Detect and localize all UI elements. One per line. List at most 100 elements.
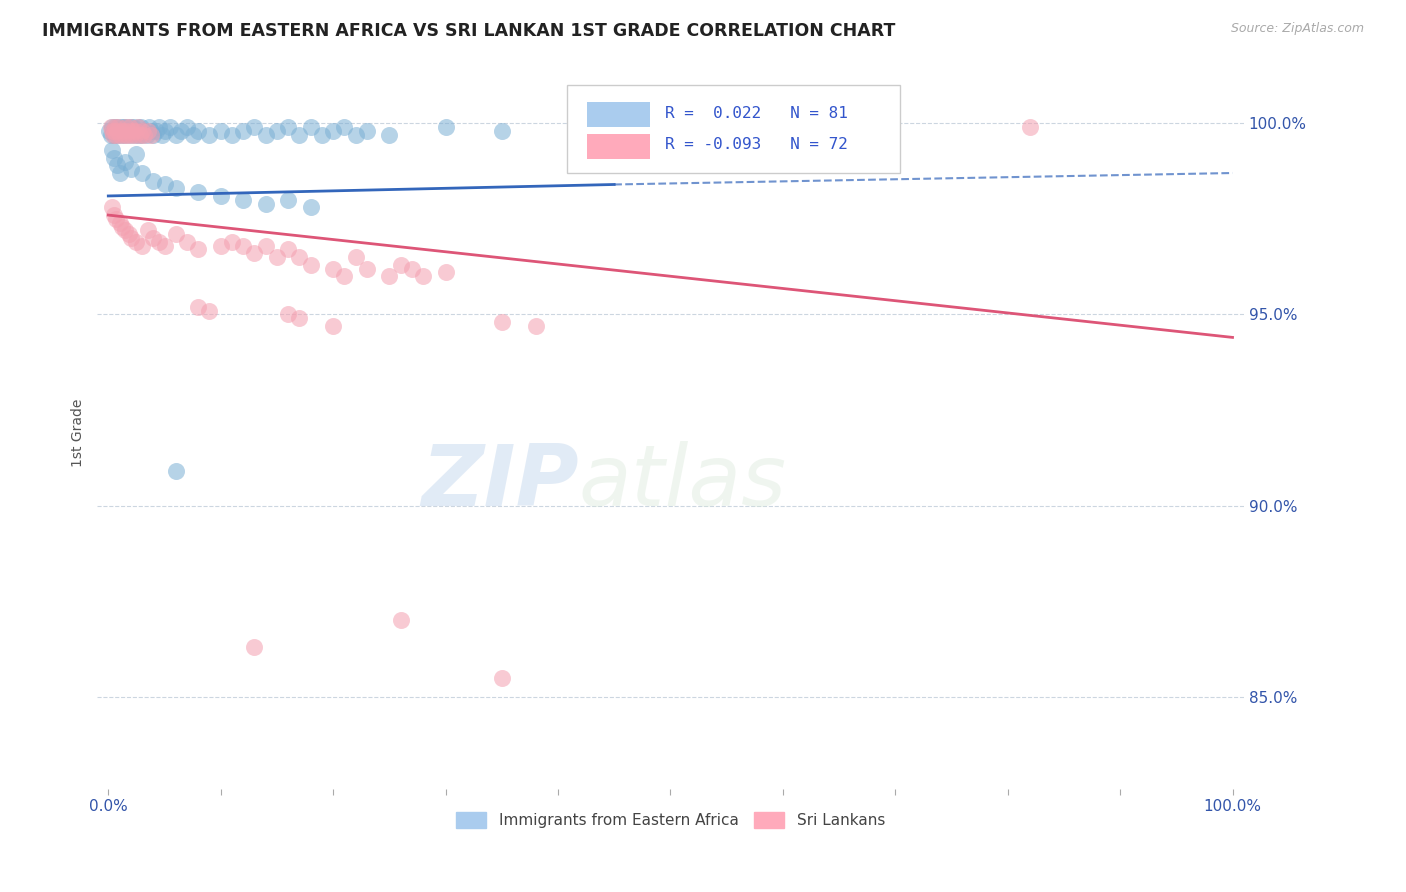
Point	[254, 238, 277, 252]
Point	[299, 120, 322, 135]
Text: R = -0.093   N = 72: R = -0.093 N = 72	[665, 137, 848, 153]
Point	[103, 208, 125, 222]
Point	[232, 124, 254, 138]
Point	[277, 193, 299, 207]
Point	[121, 124, 143, 138]
FancyBboxPatch shape	[567, 85, 900, 173]
Point	[277, 243, 299, 257]
Point	[111, 219, 134, 234]
Bar	[586, 135, 650, 159]
Point	[243, 120, 266, 135]
Point	[142, 128, 165, 142]
Text: ZIP: ZIP	[420, 442, 579, 524]
Point	[105, 128, 128, 142]
Point	[187, 243, 209, 257]
Point	[120, 231, 142, 245]
Point	[103, 128, 125, 142]
Point	[153, 178, 176, 192]
Point	[491, 124, 513, 138]
Point	[105, 124, 128, 138]
Point	[344, 250, 367, 264]
Point	[108, 124, 131, 138]
Point	[378, 269, 401, 284]
Point	[138, 120, 160, 135]
Point	[105, 128, 128, 142]
Point	[159, 120, 181, 135]
Point	[243, 640, 266, 654]
Point	[128, 128, 150, 142]
Point	[131, 166, 153, 180]
Point	[107, 120, 129, 135]
Point	[134, 124, 156, 138]
Point	[322, 261, 344, 276]
Point	[114, 154, 136, 169]
Point	[232, 193, 254, 207]
Point	[122, 124, 145, 138]
Point	[125, 147, 148, 161]
Point	[209, 238, 232, 252]
Point	[344, 128, 367, 142]
Point	[148, 235, 170, 249]
Point	[170, 124, 193, 138]
Point	[104, 120, 127, 135]
Point	[187, 124, 209, 138]
Point	[105, 158, 128, 172]
Point	[198, 303, 221, 318]
Point	[115, 124, 138, 138]
Point	[181, 128, 204, 142]
Point	[120, 120, 142, 135]
Point	[101, 128, 124, 142]
Point	[165, 128, 187, 142]
Point	[524, 318, 547, 333]
Point	[131, 128, 153, 142]
Point	[254, 128, 277, 142]
Point	[114, 128, 136, 142]
Point	[266, 124, 288, 138]
Point	[209, 124, 232, 138]
Point	[98, 124, 121, 138]
Point	[112, 120, 135, 135]
Point	[333, 120, 356, 135]
Y-axis label: 1st Grade: 1st Grade	[72, 399, 86, 467]
Point	[401, 261, 423, 276]
Point	[117, 124, 139, 138]
Point	[112, 128, 135, 142]
Point	[277, 308, 299, 322]
Point	[114, 223, 136, 237]
Point	[221, 128, 243, 142]
Point	[128, 128, 150, 142]
Text: R =  0.022   N = 81: R = 0.022 N = 81	[665, 106, 848, 121]
Point	[127, 120, 149, 135]
Point	[311, 128, 333, 142]
Point	[153, 238, 176, 252]
Point	[110, 128, 132, 142]
Point	[491, 315, 513, 329]
Point	[491, 671, 513, 685]
Point	[136, 223, 159, 237]
Point	[103, 124, 125, 138]
Point	[111, 124, 134, 138]
Point	[153, 124, 176, 138]
Point	[131, 238, 153, 252]
Point	[142, 174, 165, 188]
Point	[117, 227, 139, 242]
Point	[111, 120, 134, 135]
Point	[187, 300, 209, 314]
Point	[288, 250, 311, 264]
Point	[266, 250, 288, 264]
Point	[107, 120, 129, 135]
Point	[100, 201, 122, 215]
Point	[232, 238, 254, 252]
Point	[100, 124, 122, 138]
Bar	[586, 103, 650, 128]
Point	[389, 613, 412, 627]
Point	[124, 128, 146, 142]
Point	[100, 120, 122, 135]
Point	[135, 128, 157, 142]
Point	[115, 120, 138, 135]
Point	[125, 124, 148, 138]
Point	[150, 128, 173, 142]
Point	[288, 128, 311, 142]
Point	[100, 120, 122, 135]
Point	[176, 235, 198, 249]
